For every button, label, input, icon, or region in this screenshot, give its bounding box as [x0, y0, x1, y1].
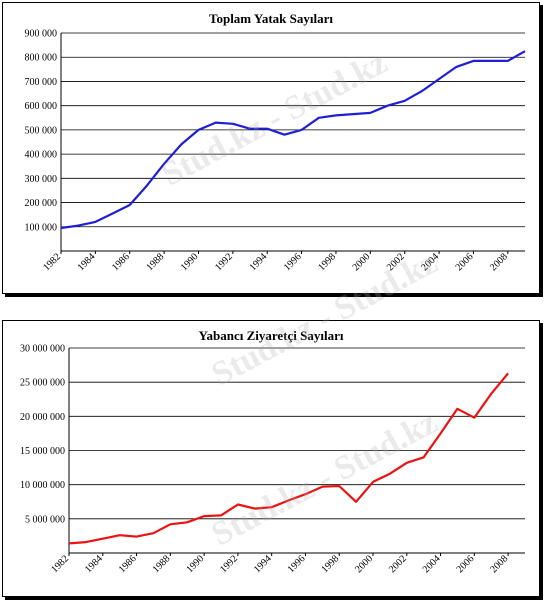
y-tick-label: 100 000 [25, 222, 58, 233]
x-tick-label: 2006 [455, 553, 477, 575]
x-tick-label: 1986 [110, 251, 132, 273]
x-tick-label: 2004 [419, 251, 441, 273]
y-tick-label: 800 000 [25, 53, 58, 64]
x-tick-label: 1998 [316, 251, 338, 273]
y-tick-label: 700 000 [25, 77, 58, 88]
y-tick-label: 600 000 [25, 101, 58, 112]
chart-panel-bed-counts: Toplam Yatak Sayıları 100 000 200 000 300 … [2, 2, 540, 294]
x-tick-label: 1998 [319, 553, 341, 575]
x-tick-label: 2002 [387, 553, 409, 575]
y-tick-label: 30 000 000 [20, 344, 65, 355]
x-tick-label: 2000 [353, 553, 375, 575]
x-tick-label: 1984 [83, 553, 105, 575]
chart-panel-foreign-visitors: Yabancı Ziyaretçi Sayıları 5 000 000 10 0… [2, 320, 540, 597]
y-tick-label: 400 000 [25, 150, 58, 161]
y-tick-label: 5 000 000 [25, 514, 65, 525]
x-tick-label: 1996 [286, 553, 308, 575]
y-tick-label: 500 000 [25, 125, 58, 136]
x-tick-label: 1988 [151, 553, 173, 575]
series-line [60, 50, 526, 230]
x-tick-label: 2000 [351, 251, 373, 273]
x-tick-label: 1990 [179, 251, 201, 273]
y-tick-label: 900 000 [25, 29, 58, 40]
x-tick-label: 1992 [213, 251, 235, 273]
chart-title: Toplam Yatak Sayıları [208, 11, 333, 26]
x-tick-label: 1996 [282, 251, 304, 273]
y-tick-label: 20 000 000 [20, 412, 65, 423]
y-tick-label: 15 000 000 [20, 446, 65, 457]
line-chart-bed-counts: 100 000 200 000 300 000 400 000 500 000 600 0… [25, 29, 526, 273]
y-tick-label: 25 000 000 [20, 378, 65, 389]
x-tick-label: 2006 [454, 251, 476, 273]
x-tick-label: 1990 [184, 553, 206, 575]
line-chart-foreign-visitors: 5 000 000 10 000 000 15 000 000 20 000 000 2… [20, 344, 525, 575]
x-tick-label: 2002 [385, 251, 407, 273]
x-tick-label: 2004 [421, 553, 443, 575]
y-tick-label: 10 000 000 [20, 480, 65, 491]
x-tick-label: 1994 [252, 553, 274, 575]
y-tick-label: 300 000 [25, 174, 58, 185]
x-tick-label: 1994 [247, 251, 269, 273]
series-line [68, 372, 509, 545]
x-tick-label: 1982 [49, 553, 71, 575]
x-tick-label: 2008 [488, 553, 510, 575]
x-tick-label: 1992 [218, 553, 240, 575]
y-tick-label: 200 000 [25, 198, 58, 209]
x-tick-label: 1988 [144, 251, 166, 273]
chart-title: Yabancı Ziyaretçi Sayıları [198, 328, 344, 343]
x-tick-label: 2008 [488, 251, 510, 273]
x-tick-label: 1982 [41, 251, 63, 273]
x-tick-label: 1984 [76, 251, 98, 273]
x-tick-label: 1986 [117, 553, 139, 575]
